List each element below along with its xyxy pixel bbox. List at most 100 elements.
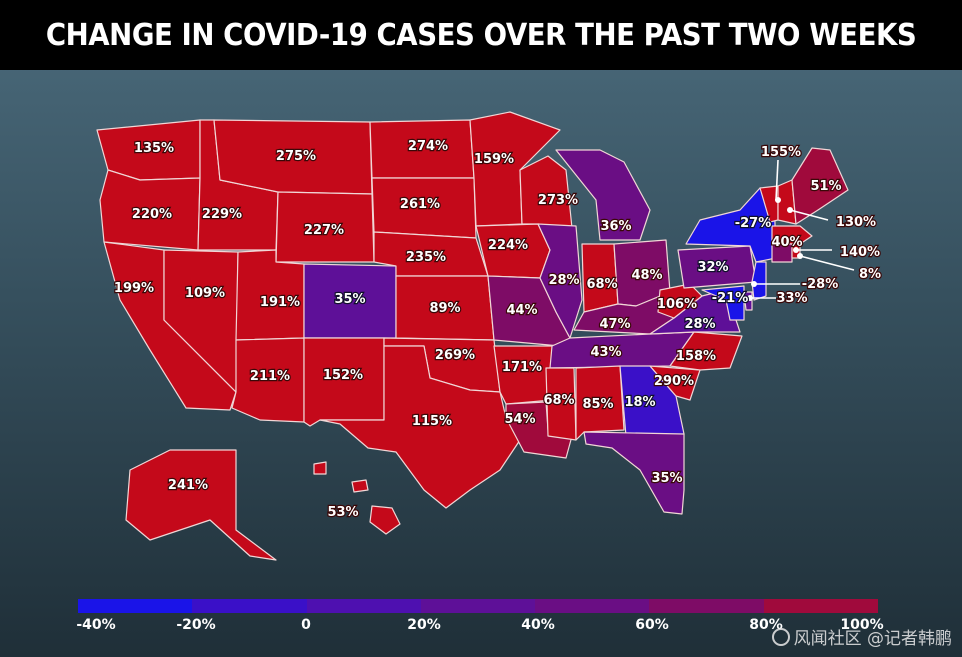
- dot-VT: [775, 197, 781, 203]
- label-WI: 273%: [538, 193, 578, 208]
- label-OH: 48%: [631, 268, 662, 283]
- label-KS: 89%: [429, 301, 460, 316]
- label-AZ: 211%: [250, 369, 290, 384]
- state-MI: [555, 149, 651, 241]
- label-RI: 8%: [859, 267, 881, 282]
- label-NH: 130%: [836, 215, 876, 230]
- state-MA: [771, 225, 813, 245]
- label-HI: 53%: [327, 505, 358, 520]
- state-FL: [583, 431, 685, 515]
- color-legend-bar: [78, 599, 878, 613]
- legend-swatch: [763, 599, 878, 613]
- label-FL: 35%: [651, 471, 682, 486]
- legend-tick: -40%: [76, 617, 116, 633]
- label-WA: 135%: [134, 141, 174, 156]
- label-NM: 152%: [323, 368, 363, 383]
- state-AK: [125, 449, 277, 561]
- label-GA: 18%: [624, 395, 655, 410]
- label-PA: 32%: [697, 260, 728, 275]
- label-IL: 28%: [548, 273, 579, 288]
- label-TN: 43%: [590, 345, 621, 360]
- label-SC: 290%: [654, 374, 694, 389]
- label-MT: 275%: [276, 149, 316, 164]
- label-CA: 199%: [114, 281, 154, 296]
- label-NE: 235%: [406, 250, 446, 265]
- state-GA: [619, 365, 685, 437]
- label-IN: 68%: [586, 277, 617, 292]
- legend-swatch: [649, 599, 764, 613]
- legend-ticks: -40% -20% 0 20% 40% 60% 80% 100%: [0, 617, 962, 637]
- label-NC: 158%: [676, 349, 716, 364]
- dot-MA: [793, 247, 799, 253]
- label-MD: -21%: [712, 291, 749, 306]
- label-NV: 109%: [185, 286, 225, 301]
- state-MD: [701, 285, 745, 321]
- label-NJ: -28%: [802, 277, 839, 292]
- legend-swatch: [78, 599, 193, 613]
- label-ME: 51%: [810, 179, 841, 194]
- label-ND: 274%: [408, 139, 448, 154]
- state-WI: [519, 155, 573, 229]
- dot-RI: [797, 253, 803, 259]
- label-ID: 229%: [202, 207, 242, 222]
- state-HI-oahu: [313, 461, 327, 475]
- label-SD: 261%: [400, 197, 440, 212]
- legend-tick: 60%: [635, 617, 669, 633]
- legend-swatch: [535, 599, 650, 613]
- dot-NH: [787, 207, 793, 213]
- state-HI-big: [369, 505, 401, 535]
- state-AL: [575, 365, 625, 441]
- label-CT: 40%: [771, 235, 802, 250]
- label-WY: 227%: [304, 223, 344, 238]
- state-NC: [669, 331, 743, 371]
- state-LA: [505, 401, 573, 459]
- label-MS: 68%: [543, 393, 574, 408]
- label-MI: 36%: [600, 219, 631, 234]
- state-IL: [537, 223, 583, 339]
- label-CO: 35%: [334, 292, 365, 307]
- label-OK: 269%: [435, 348, 475, 363]
- label-OR: 220%: [132, 207, 172, 222]
- watermark: 风闻社区 @记者韩鹏: [771, 624, 952, 649]
- map-title: CHANGE IN COVID-19 CASES OVER THE PAST T…: [45, 17, 917, 53]
- legend-tick: 0: [301, 617, 311, 633]
- label-WV: 106%: [657, 297, 697, 312]
- state-AR: [493, 345, 555, 405]
- label-MA: 140%: [840, 245, 880, 260]
- state-HI-maui: [351, 479, 369, 493]
- legend-swatch: [192, 599, 307, 613]
- legend-tick: 100%: [840, 617, 884, 633]
- label-UT: 191%: [260, 295, 300, 310]
- label-TX: 115%: [412, 414, 452, 429]
- state-SC: [649, 365, 701, 401]
- leader-NH: [789, 209, 829, 221]
- dot-DE: [747, 295, 753, 301]
- state-CT: [771, 243, 793, 263]
- legend-tick: 20%: [407, 617, 441, 633]
- label-AK: 241%: [168, 478, 208, 493]
- label-AL: 85%: [582, 397, 613, 412]
- label-VT: 155%: [761, 145, 801, 160]
- legend-swatch: [420, 599, 536, 613]
- title-bar: CHANGE IN COVID-19 CASES OVER THE PAST T…: [0, 0, 962, 70]
- label-MO: 44%: [506, 303, 537, 318]
- leader-VT: [775, 159, 779, 201]
- label-NY: -27%: [735, 216, 772, 231]
- state-ME: [791, 147, 849, 225]
- legend-tick: 40%: [521, 617, 555, 633]
- legend-swatch: [306, 599, 421, 613]
- label-KY: 47%: [599, 317, 630, 332]
- state-TX: [319, 345, 521, 509]
- label-MN: 159%: [474, 152, 514, 167]
- dot-NJ: [751, 281, 757, 287]
- legend-tick: -20%: [176, 617, 216, 633]
- watermark-text: 风闻社区 @记者韩鹏: [793, 629, 952, 649]
- weibo-logo-icon: [771, 627, 790, 646]
- label-DE: 33%: [776, 291, 807, 306]
- label-VA: 28%: [684, 317, 715, 332]
- label-LA: 54%: [504, 412, 535, 427]
- leader-RI: [799, 255, 855, 271]
- us-map: 135% 220% 199% 109% 229% 275% 227% 191% …: [96, 111, 882, 561]
- label-IA: 224%: [488, 238, 528, 253]
- label-AR: 171%: [502, 360, 542, 375]
